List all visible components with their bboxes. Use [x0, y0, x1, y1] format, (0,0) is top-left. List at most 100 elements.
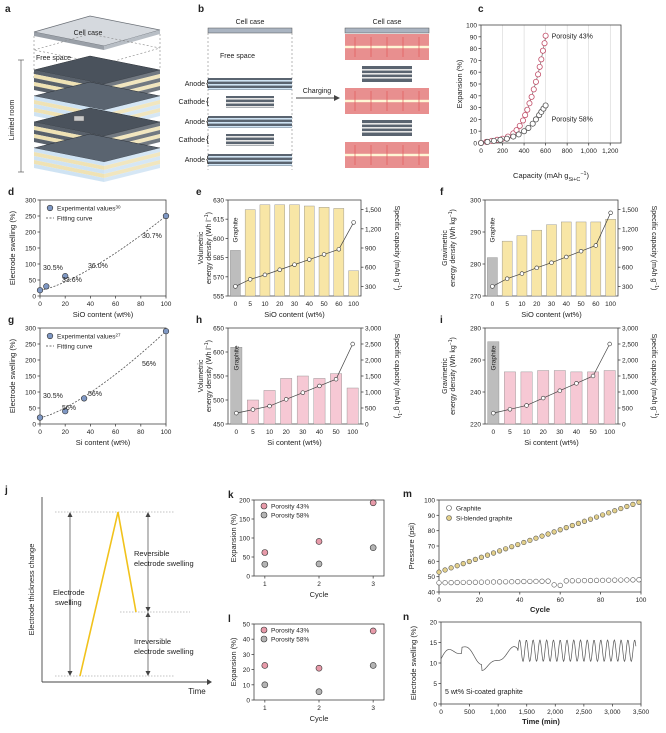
x-tick-label: 2 — [317, 705, 321, 712]
x-axis-label-part: ) — [586, 171, 589, 180]
y2-tick-label: 900 — [365, 246, 376, 253]
x-axis-label: Si content (wt%) — [267, 438, 322, 447]
capacity-point — [607, 341, 612, 347]
x-axis-label: Time (min) — [522, 717, 560, 726]
y2-tick-label: 3,000 — [622, 326, 639, 333]
x-tick-label: 3,500 — [633, 709, 650, 716]
bar — [274, 204, 285, 297]
graphite-point — [533, 578, 539, 584]
data-point — [542, 102, 549, 109]
stack-layer-side — [104, 164, 160, 182]
legend-marker — [446, 505, 452, 511]
arrow-head — [145, 607, 151, 612]
cell-case-label: Cell case — [373, 19, 402, 26]
legend-marker — [260, 635, 268, 643]
graphite-point — [630, 577, 636, 583]
stack-layer-side — [104, 96, 160, 114]
x-tick-label: 500 — [464, 709, 475, 716]
bar — [590, 221, 602, 297]
y2-tick-label: 1,500 — [622, 207, 639, 214]
arrow-head — [67, 512, 73, 517]
si-point — [454, 563, 460, 569]
graphite-point — [509, 579, 515, 585]
y2-tick-label: 1,000 — [365, 390, 382, 397]
plot-frame — [480, 24, 622, 144]
si-point — [545, 531, 551, 537]
si-point — [490, 550, 497, 556]
bar — [244, 209, 256, 297]
legend-label: Fitting curve — [57, 216, 93, 223]
capacity-point — [590, 373, 596, 379]
x-axis-label: SiO content (wt%) — [73, 310, 134, 319]
y-tick-label: 615 — [213, 217, 224, 224]
capacity-point — [557, 388, 563, 393]
si-point — [460, 561, 466, 567]
y2-tick-label: 900 — [622, 246, 633, 253]
y2-axis-label-part: ) — [393, 288, 400, 290]
electrode-stripe — [226, 98, 274, 100]
x-tick-label: 100 — [161, 429, 172, 436]
x-tick-label: 20 — [276, 301, 284, 308]
x-axis-label: Capacity (mAh gSi+C−1) — [513, 171, 589, 183]
layer-label: Cathode — [179, 137, 206, 144]
x-tick-label: 3,000 — [604, 709, 621, 716]
y-tick-label: 100 — [424, 498, 435, 505]
limited-room-label: Limited room — [9, 100, 16, 141]
capacity-point — [351, 220, 356, 225]
graphite-label: Graphite — [233, 345, 240, 370]
data-point — [490, 137, 497, 144]
fitting-curve — [39, 215, 167, 291]
graphite-point — [454, 579, 460, 586]
bar — [348, 270, 359, 297]
y2-axis-label-part: ) — [650, 416, 657, 418]
y-axis-label-part: energy density (Wh l — [206, 348, 213, 412]
panel-letter: k — [228, 490, 234, 501]
x-tick-label: 80 — [597, 597, 605, 604]
x-tick-label: 20 — [283, 429, 291, 436]
y-tick-label: 650 — [213, 326, 224, 333]
si-point — [557, 527, 563, 533]
x-tick-label: 40 — [87, 301, 95, 308]
x-tick-label: 100 — [604, 429, 615, 436]
data-point — [535, 71, 542, 78]
y-tick-label: 90 — [428, 513, 436, 520]
y-tick-label: 30 — [243, 652, 251, 659]
si-point — [612, 508, 618, 514]
data-point — [477, 139, 484, 146]
y-tick-label: 15 — [430, 640, 438, 647]
data-point — [80, 395, 88, 402]
legend-marker — [46, 332, 54, 340]
x-tick-label: 50 — [589, 429, 597, 436]
x-tick-label: 20 — [62, 429, 70, 436]
data-point — [541, 40, 548, 47]
x-axis-label: Si content (wt%) — [76, 438, 131, 447]
y-tick-label: 5 — [433, 681, 437, 688]
y-tick-label: 300 — [470, 198, 481, 205]
y-tick-label: 250 — [25, 342, 36, 349]
legend-label: Si-blended graphite — [456, 516, 513, 523]
y-tick-label: 70 — [428, 544, 436, 551]
x-tick-label: 5 — [251, 429, 255, 436]
x-tick-label: 0 — [38, 429, 42, 436]
plot-frame — [39, 199, 167, 297]
si-point — [551, 529, 557, 535]
capacity-point — [608, 210, 613, 216]
y-tick-label: 550 — [213, 374, 224, 381]
legend-marker — [446, 515, 452, 521]
bar — [553, 370, 566, 425]
graphite-point — [466, 579, 472, 585]
panel-letter: b — [198, 4, 204, 15]
j-left-label-1: Electrode — [53, 588, 85, 597]
graphite-point — [612, 577, 618, 583]
capacity-point — [336, 247, 342, 252]
y2-tick-label: 600 — [365, 265, 376, 272]
x-tick-label: 1,000 — [581, 148, 598, 155]
capacity-point — [233, 284, 238, 289]
y2-tick-label: 3,000 — [365, 326, 382, 333]
y-axis-label: energy density (Wh l−1) — [204, 212, 213, 284]
y2-axis-label: Specific capacity (mAh g−1) — [650, 206, 659, 291]
data-point — [530, 86, 537, 93]
bar — [531, 229, 542, 297]
capacity-line — [236, 343, 354, 414]
y-axis-label: Pressure (psi) — [407, 522, 416, 569]
